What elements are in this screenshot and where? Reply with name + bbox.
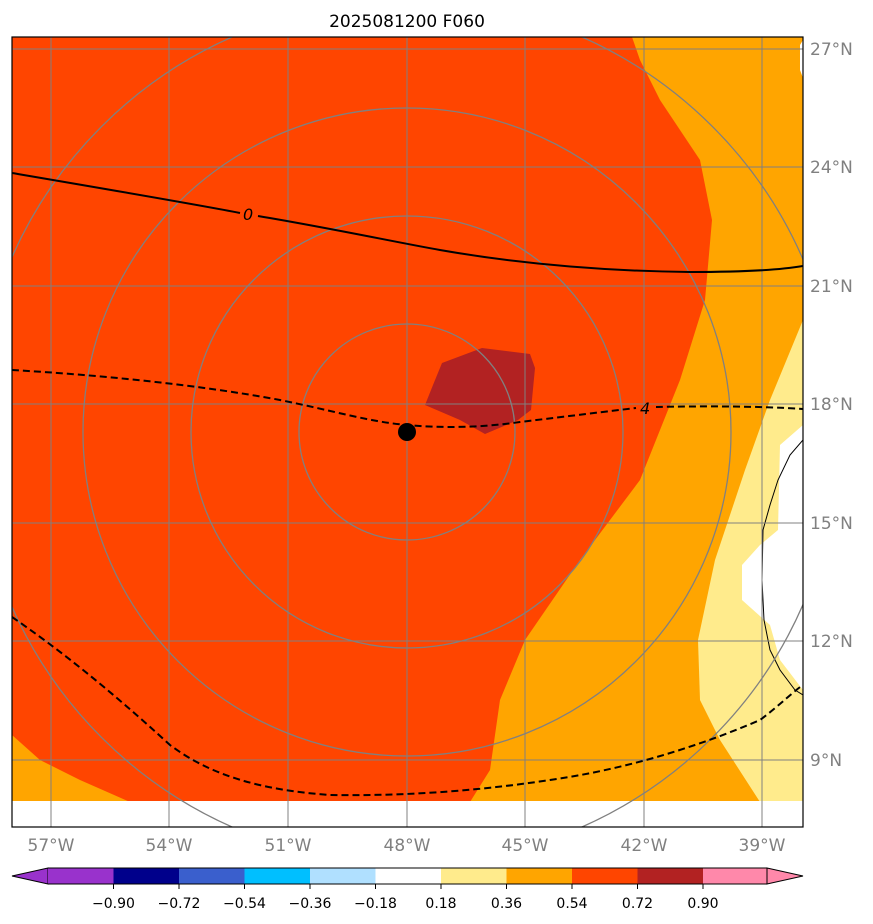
fill-white-region [742, 425, 803, 690]
lat-label: 9°N [810, 751, 842, 771]
contour-line-4 [12, 369, 803, 428]
lat-label: 15°N [810, 514, 853, 534]
colorbar-bin [244, 868, 310, 884]
colorbar-tick-label: −0.72 [158, 896, 201, 912]
colorbar-tick-label: 0.90 [687, 896, 718, 912]
colorbar-bin [113, 868, 179, 884]
colorbar-bin [179, 868, 245, 884]
colorbar-bin [48, 868, 114, 884]
colorbar-extend-high [766, 867, 804, 885]
range-ring-2 [190, 215, 624, 649]
colorbar-bin [506, 868, 572, 884]
range-ring-3 [82, 107, 732, 757]
map-frame [11, 36, 804, 828]
lat-label: 21°N [810, 277, 853, 297]
colorbar: −0.90 −0.72 −0.54 −0.36 −0.18 0.18 0.36 … [11, 867, 804, 912]
fill-orange-sw-region [12, 735, 130, 802]
colorbar-ticks [113, 884, 704, 889]
lat-label: 12°N [810, 632, 853, 652]
colorbar-bin [375, 868, 441, 884]
lat-axis-labels: 27°N 24°N 21°N 18°N 15°N 12°N 9°N [810, 40, 853, 771]
lon-label: 48°W [384, 836, 431, 856]
contour-label-0: 0 [243, 205, 253, 224]
contour-line-0 [12, 172, 803, 274]
lon-label: 42°W [621, 836, 668, 856]
colorbar-bin [572, 868, 638, 884]
lat-label: 27°N [810, 40, 853, 60]
lon-label: 45°W [502, 836, 549, 856]
colorbar-bin [637, 868, 703, 884]
fill-dark-red-region [425, 348, 535, 434]
lon-label: 51°W [265, 836, 312, 856]
colorbar-bin [310, 868, 376, 884]
map-panel: 0 4 [12, 37, 803, 827]
colorbar-tick-label: 0.54 [556, 896, 587, 912]
colorbar-tick-label: 0.36 [491, 896, 522, 912]
lon-axis-labels: 57°W 54°W 51°W 48°W 45°W 42°W 39°W [28, 836, 786, 856]
colorbar-tick-label: 0.72 [622, 896, 653, 912]
colorbar-bin [441, 868, 507, 884]
lon-label: 39°W [739, 836, 786, 856]
colorbar-tick-label: −0.90 [92, 896, 135, 912]
lat-label: 18°N [810, 395, 853, 415]
colorbar-tick-label: 0.18 [425, 896, 456, 912]
lon-label: 54°W [146, 836, 193, 856]
lat-label: 24°N [810, 158, 853, 178]
contour-label-4: 4 [640, 399, 650, 418]
range-rings [12, 37, 803, 827]
map-title: 2025081200 F060 [329, 12, 485, 32]
range-ring-1 [298, 323, 516, 541]
colorbar-tick-label: −0.18 [354, 896, 397, 912]
storm-center-marker [398, 423, 416, 441]
colorbar-tick-label: −0.36 [289, 896, 332, 912]
colorbar-tick-label: −0.54 [223, 896, 266, 912]
lon-label: 57°W [28, 836, 75, 856]
contour-line-4-south [12, 616, 803, 797]
colorbar-bin [703, 868, 767, 884]
colorbar-extend-low [11, 867, 49, 885]
